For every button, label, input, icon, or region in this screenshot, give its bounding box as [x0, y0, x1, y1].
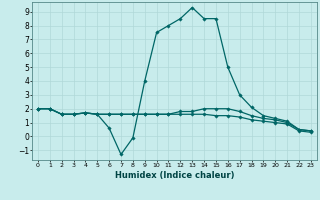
X-axis label: Humidex (Indice chaleur): Humidex (Indice chaleur)	[115, 171, 234, 180]
